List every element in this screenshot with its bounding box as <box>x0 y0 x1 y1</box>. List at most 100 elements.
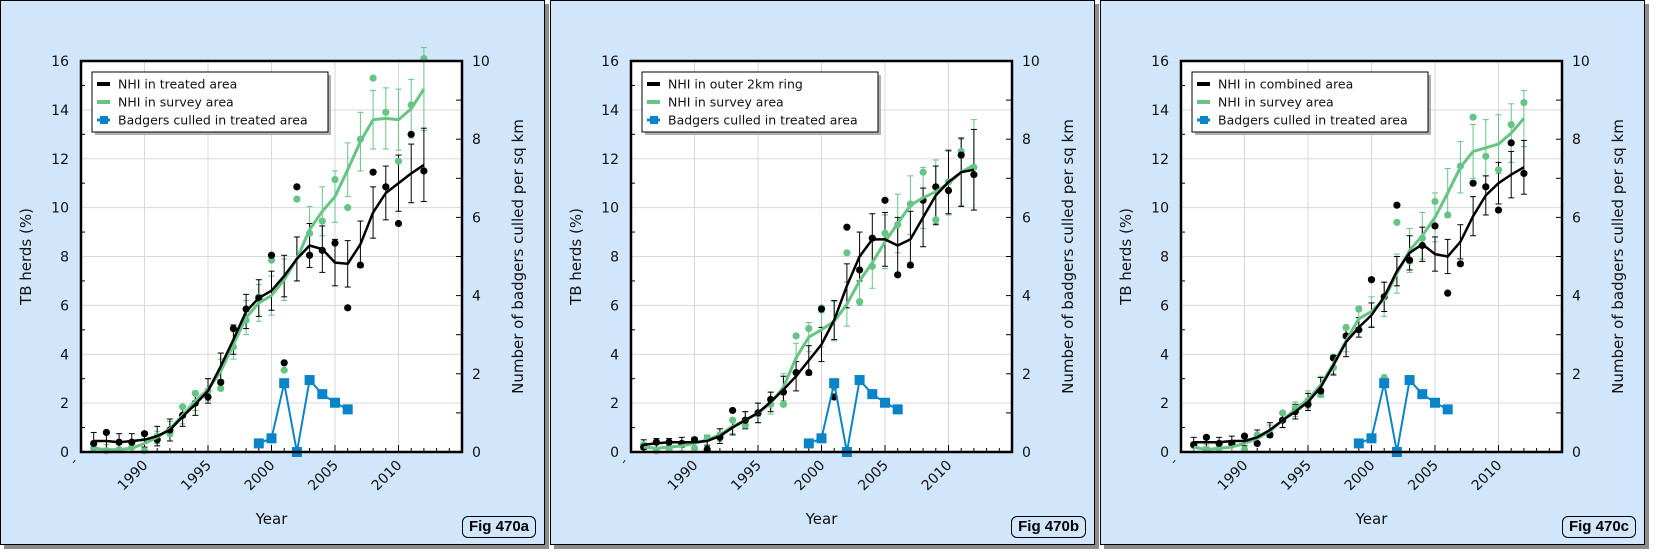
survey-point <box>792 332 800 340</box>
y-tick-label: 14 <box>1151 103 1169 119</box>
legend-label: NHI in outer 2km ring <box>668 77 803 92</box>
nhi-point <box>1482 183 1490 191</box>
nhi-point <box>293 183 301 191</box>
badgers-marker <box>803 438 814 449</box>
nhi-point <box>306 251 314 259</box>
nhi-point <box>331 239 339 247</box>
x-tick-label: 2005 <box>305 458 342 495</box>
x-tick-label: 1995 <box>178 458 215 495</box>
nhi-point <box>932 183 940 191</box>
badgers-marker <box>867 389 878 400</box>
legend-swatch <box>97 100 110 104</box>
nhi-point <box>280 359 288 367</box>
badgers-marker <box>854 375 865 386</box>
x-axis-title: Year <box>805 510 839 528</box>
nhi-point <box>1393 201 1401 209</box>
x-tick-label: 2005 <box>1405 458 1442 495</box>
survey-point <box>1431 197 1439 206</box>
survey-point <box>280 366 288 374</box>
y-tick-label: 10 <box>1151 201 1169 217</box>
figure-badge: Fig 470a <box>461 516 536 538</box>
badgers-marker <box>816 433 827 444</box>
nhi-point <box>229 324 237 333</box>
badgers-marker <box>1442 404 1453 415</box>
y-tick-label: 12 <box>51 152 69 168</box>
x-axis-title: Year <box>1355 510 1389 528</box>
x-tick-label: 2000 <box>1342 458 1379 495</box>
y-tick-label: 6 <box>60 298 69 314</box>
y-tick-label: 10 <box>51 201 69 217</box>
nhi-point <box>102 428 110 437</box>
badgers-marker <box>253 438 264 449</box>
survey-point <box>1355 305 1363 313</box>
y2-tick-label: 6 <box>472 210 481 226</box>
nhi-point <box>906 261 914 269</box>
x-tick-label: 1990 <box>1215 458 1252 495</box>
nhi-point <box>1444 289 1452 297</box>
legend-swatch <box>97 82 110 86</box>
nhi-point <box>217 378 225 386</box>
survey-point <box>856 298 864 306</box>
y2-tick-label: 4 <box>1022 289 1031 305</box>
survey-point <box>690 444 699 452</box>
survey-point <box>369 74 377 82</box>
y2-tick-label: 2 <box>1572 367 1581 383</box>
survey-point <box>344 204 352 212</box>
nhi-point <box>1431 222 1439 230</box>
chart-svg: 0 2 4 6 8 10 12 14 16 0 2 4 6 8 10 ´ 1990 1995 2000 2005 201… <box>1117 54 1627 528</box>
x-tick-label: ´ <box>1170 460 1177 476</box>
y2-tick-label: 8 <box>1022 132 1031 148</box>
legend-box <box>91 71 329 133</box>
y2-tick-label: 6 <box>1022 210 1031 226</box>
nhi-point <box>881 196 889 204</box>
nhi-point <box>1507 139 1515 147</box>
legend-box <box>1191 71 1429 133</box>
badgers-marker <box>279 378 290 389</box>
survey-point <box>932 216 940 224</box>
x-tick-label: 1995 <box>1278 458 1315 495</box>
nhi-point <box>204 393 212 401</box>
y-tick-label: 14 <box>601 103 619 119</box>
nhi-trend-line <box>93 163 425 444</box>
badgers-marker <box>1404 375 1415 386</box>
y-axis-title: TB herds (%) <box>567 208 585 306</box>
nhi-point <box>407 130 415 138</box>
nhi-point <box>1520 169 1528 178</box>
legend-label: NHI in survey area <box>1218 95 1334 110</box>
survey-point <box>1469 113 1477 121</box>
y-tick-label: 12 <box>1151 152 1169 168</box>
badgers-marker <box>880 397 890 408</box>
y2-axis-title: Number of badgers culled per sq km <box>1059 119 1077 394</box>
nhi-point <box>356 261 364 269</box>
y-tick-label: 4 <box>610 347 619 363</box>
y2-tick-label: 10 <box>1572 54 1590 70</box>
x-tick-label: 2000 <box>242 458 279 495</box>
y-axis-title: TB herds (%) <box>17 208 35 306</box>
nhi-point <box>1202 433 1210 441</box>
y-tick-label: 2 <box>1160 396 1169 412</box>
survey-point <box>318 217 326 225</box>
survey-point <box>293 195 301 203</box>
survey-point <box>1482 152 1490 160</box>
survey-point <box>1393 218 1401 226</box>
nhi-point <box>1367 276 1376 284</box>
legend-swatch-marker <box>100 116 108 124</box>
survey-point <box>1520 98 1528 107</box>
y-tick-label: 0 <box>610 445 619 461</box>
y-tick-label: 12 <box>601 152 619 168</box>
nhi-point <box>1253 439 1261 448</box>
survey-point <box>1494 166 1503 174</box>
nhi-point <box>805 368 813 377</box>
y2-axis-title: Number of badgers culled per sq km <box>509 119 527 394</box>
badgers-marker <box>342 404 353 415</box>
y-tick-label: 14 <box>51 103 69 119</box>
figure-badge: Fig 470c <box>1561 516 1636 538</box>
y-tick-label: 2 <box>60 396 69 412</box>
plot-border <box>1179 59 1564 454</box>
y2-tick-label: 4 <box>1572 289 1581 305</box>
chart-svg: 0 2 4 6 8 10 12 14 16 0 2 4 6 8 10 ´ 1990 1995 2000 2005 201… <box>17 47 527 528</box>
nhi-point <box>843 223 851 231</box>
chart-svg: 0 2 4 6 8 10 12 14 16 0 2 4 6 8 10 ´ 1990 1995 2000 2005 201… <box>567 54 1077 528</box>
y-tick-label: 8 <box>610 250 619 266</box>
x-tick-label: 1995 <box>728 458 765 495</box>
